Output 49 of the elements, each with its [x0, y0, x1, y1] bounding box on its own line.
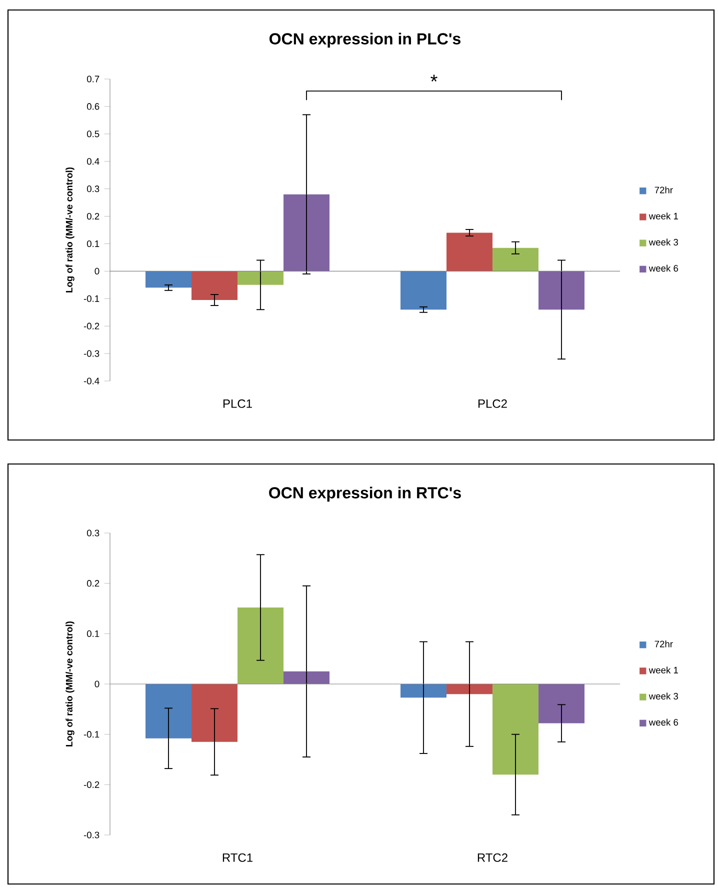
bar: [492, 684, 538, 775]
y-tick-label: -0.3: [84, 350, 100, 357]
bar: [446, 232, 492, 272]
y-tick-label: 0.4: [86, 158, 100, 165]
bar: [538, 684, 584, 724]
bar: [400, 271, 446, 310]
legend-label: week 3: [648, 238, 678, 246]
bar: [237, 271, 284, 285]
bar: [283, 671, 330, 684]
bar: [400, 684, 446, 698]
legend-label: 72hr: [654, 640, 673, 648]
y-tick-label: 0.2: [86, 580, 100, 587]
chart-title: OCN expression in RTC's: [269, 486, 461, 502]
bar: [283, 194, 330, 272]
y-tick-label: -0.4: [84, 378, 100, 384]
y-tick-label: 0.1: [86, 240, 100, 248]
y-tick-label: 0: [94, 680, 100, 688]
y-tick-label: -0.1: [84, 295, 100, 302]
x-tick-label: PLC2: [478, 399, 507, 408]
legend-label: week 1: [648, 666, 678, 674]
y-tick-label: 0.5: [86, 130, 100, 138]
y-tick-label: 0.3: [86, 530, 100, 536]
y-tick-label: -0.2: [84, 322, 100, 330]
chart-title: OCN expression in PLC's: [269, 32, 460, 48]
y-axis-title: Log of ratio (MM/-ve control): [66, 167, 74, 292]
y-tick-label: -0.2: [84, 781, 100, 788]
x-tick-label: RTC2: [478, 853, 508, 862]
y-tick-label: 0.1: [86, 630, 100, 637]
y-tick-label: -0.1: [84, 731, 100, 738]
y-tick-label: 0: [94, 268, 100, 274]
legend-label: 72hr: [654, 186, 673, 194]
legend-label: week 3: [648, 692, 678, 700]
annotation: *: [430, 74, 438, 82]
y-tick-label: -0.3: [84, 832, 100, 838]
y-tick-label: 0.7: [86, 76, 100, 82]
y-axis-title: Log of ratio (MM/-ve control): [66, 621, 74, 746]
y-tick-label: 0.2: [86, 212, 100, 220]
bar: [538, 271, 584, 310]
y-tick-label: 0.3: [86, 186, 100, 192]
bar: [191, 271, 238, 300]
x-tick-label: RTC1: [222, 853, 252, 862]
legend-label: week 6: [648, 264, 678, 272]
bar: [492, 248, 538, 272]
legend-label: week 1: [648, 212, 678, 220]
y-tick-label: 0.6: [86, 103, 100, 110]
x-tick-label: PLC1: [223, 399, 252, 408]
bar: [446, 684, 492, 694]
bar: [146, 271, 192, 288]
legend-label: week 6: [648, 718, 678, 726]
